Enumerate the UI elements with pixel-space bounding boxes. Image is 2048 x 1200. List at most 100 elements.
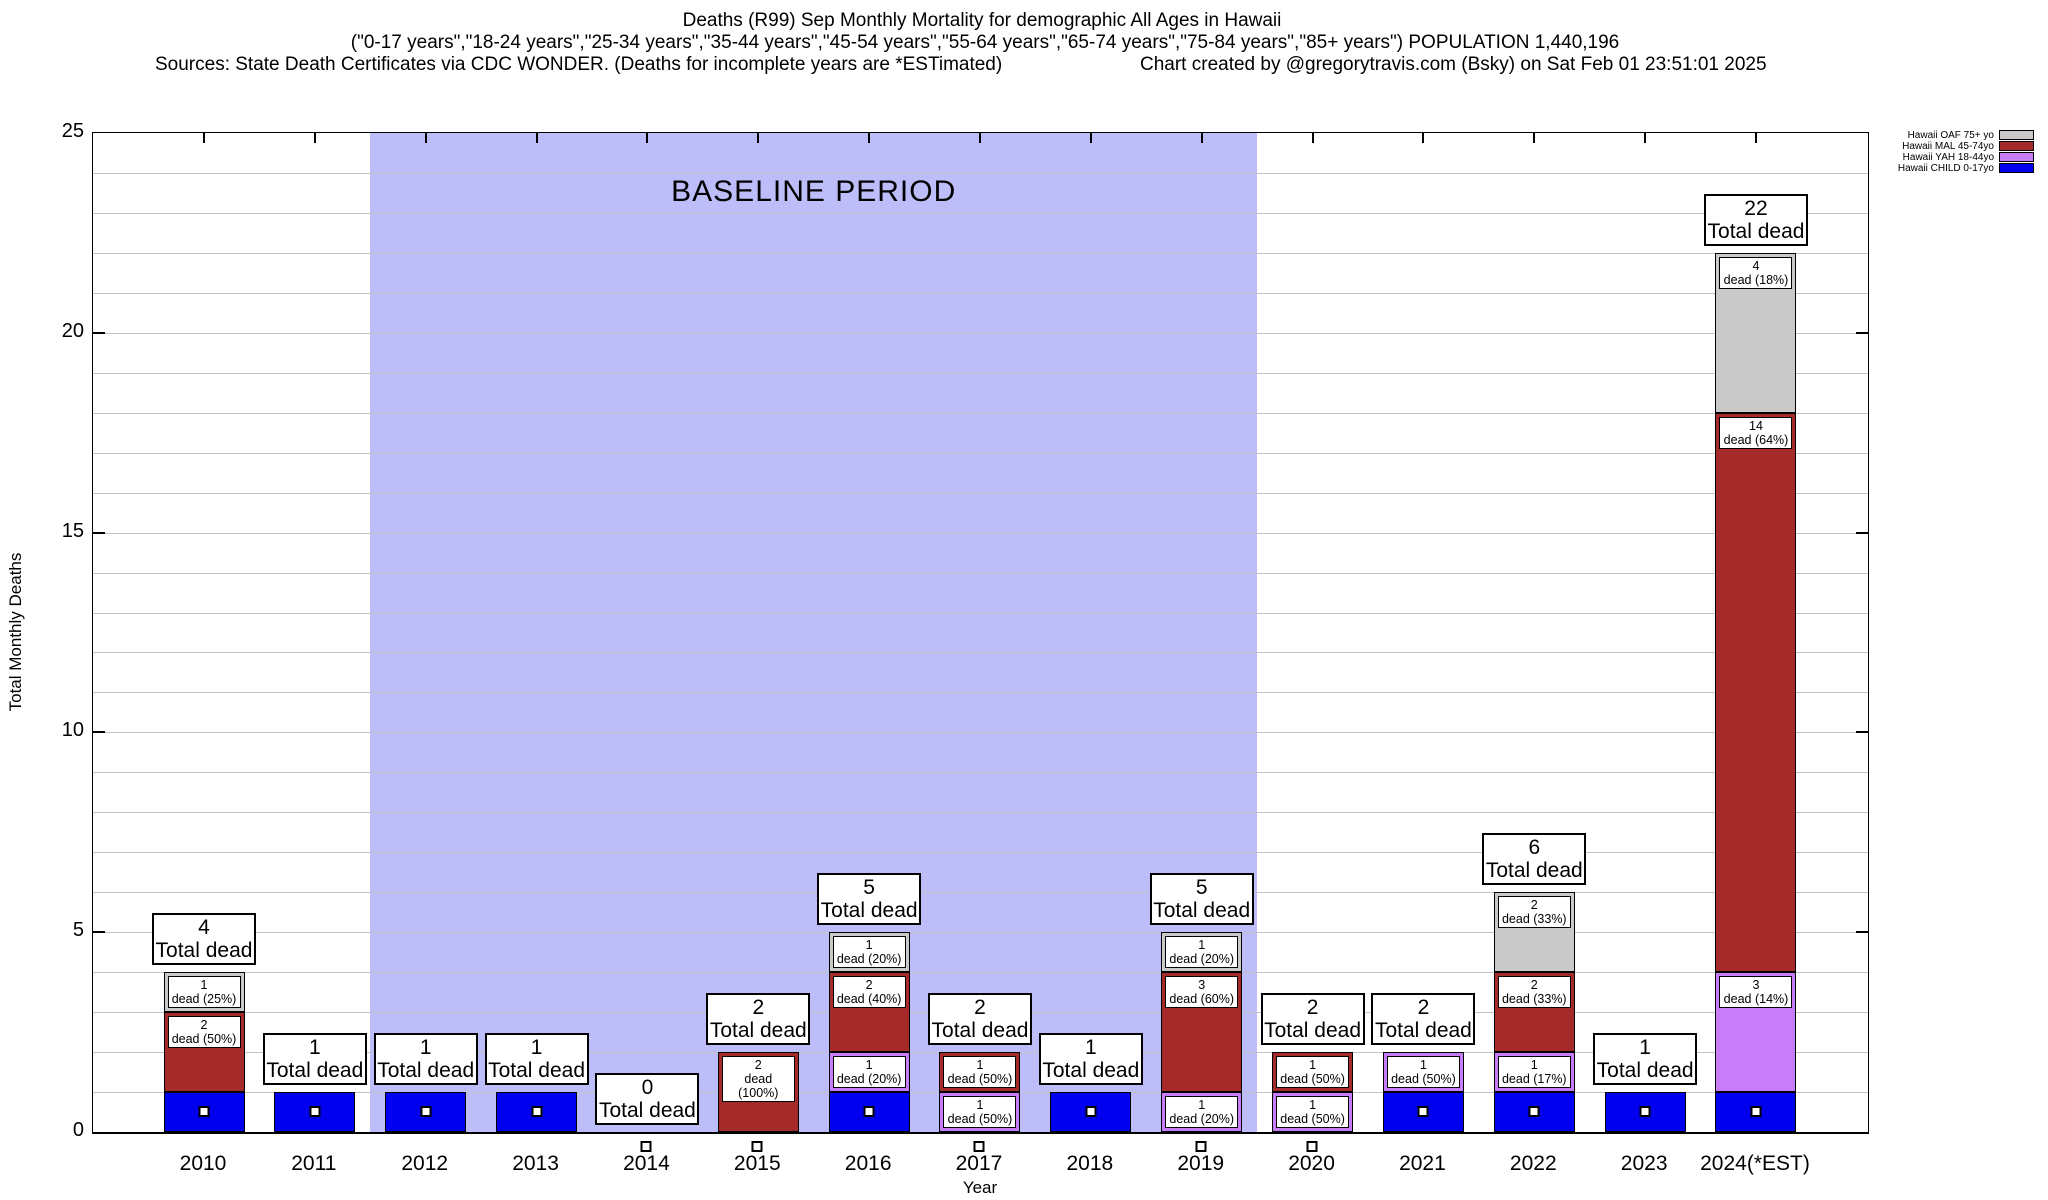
gridline <box>93 652 1868 654</box>
chart-sources-note: Sources: State Death Certificates via CD… <box>155 54 1003 75</box>
segment-label-line: dead (50%) <box>1280 1112 1345 1127</box>
child-series-marker <box>1306 1141 1318 1152</box>
segment-label: 1 dead (50%) <box>943 1096 1017 1129</box>
x-tick-label: 2021 <box>1399 1152 1446 1175</box>
child-series-marker <box>198 1106 210 1118</box>
x-tick-label: 2015 <box>733 1152 781 1175</box>
gridline <box>93 252 1868 254</box>
segment-label: 2 dead (50%) <box>167 1016 241 1049</box>
gridline <box>93 212 1868 214</box>
y-major-tick <box>93 931 105 934</box>
gridline <box>93 172 1868 174</box>
x-top-tick <box>1533 133 1536 143</box>
gridline <box>93 372 1868 374</box>
legend-label: Hawaii YAH 18-44yo <box>1902 151 1994 163</box>
gridline <box>93 892 1868 894</box>
y-axis-label: Total Monthly Deaths <box>6 552 25 712</box>
gridline <box>93 812 1868 814</box>
total-dead-label: 1 Total dead <box>1038 1033 1143 1086</box>
plot-area: BASELINE PERIOD 2 dead (50%) 1 dead (25%) 4 To… <box>92 132 1869 1134</box>
segment-label-line: 1 <box>865 1058 873 1073</box>
x-top-tick <box>1422 133 1425 143</box>
gridline <box>93 292 1868 294</box>
total-dead-line: Total dead <box>1153 899 1251 923</box>
segment-label-line: dead (50%) <box>171 1032 237 1047</box>
total-dead-line: 2 <box>1417 996 1430 1020</box>
total-dead-line: Total dead <box>1596 1059 1694 1083</box>
x-top-tick <box>646 133 649 143</box>
segment-label: 2 dead (40%) <box>832 976 906 1009</box>
total-dead-line: Total dead <box>488 1059 586 1083</box>
x-tick-label: 2020 <box>1288 1152 1335 1175</box>
total-dead-label: 0 Total dead <box>595 1073 700 1125</box>
bar-segment-OAF: 4 dead (18%) <box>1715 252 1797 413</box>
x-top-tick <box>868 133 871 143</box>
total-dead-label: 2 Total dead <box>927 993 1032 1046</box>
legend-swatch <box>1999 130 2034 140</box>
legend-row: Hawaii OAF 75+ yo <box>1898 130 2034 141</box>
bar-segment-MAL: 2 dead (40%) <box>828 972 910 1053</box>
x-top-tick <box>1311 133 1314 143</box>
total-dead-line: 5 <box>1195 876 1208 900</box>
x-tick-label: 2017 <box>955 1152 1003 1175</box>
child-series-marker <box>640 1141 652 1152</box>
child-series-marker <box>420 1106 432 1118</box>
gridline <box>93 412 1868 414</box>
x-top-tick <box>978 133 981 143</box>
bar-segment-OAF: 2 dead (33%) <box>1493 892 1575 973</box>
segment-label-line: 1 <box>1530 1058 1538 1073</box>
total-dead-line: Total dead <box>1264 1019 1362 1043</box>
segment-label-line: 2 <box>754 1058 762 1073</box>
segment-label-line: dead (50%) <box>1280 1072 1345 1087</box>
segment-label-line: 1 <box>1309 1058 1317 1073</box>
segment-label: 1 dead (50%) <box>1276 1096 1350 1129</box>
gridline <box>93 732 1868 734</box>
gridline <box>93 972 1868 974</box>
bar-segment-CHILD <box>1715 1092 1797 1132</box>
gridline <box>93 452 1868 454</box>
segment-label-line: dead (50%) <box>947 1112 1013 1127</box>
total-dead-line: 1 <box>1639 1036 1651 1060</box>
total-dead-line: Total dead <box>709 1019 807 1043</box>
total-dead-label: 1 Total dead <box>262 1033 367 1086</box>
segment-label-line: 4 <box>1752 258 1760 273</box>
child-series-marker <box>973 1141 985 1152</box>
x-tick-label: 2012 <box>401 1152 449 1175</box>
segment-label-line: dead (60%) <box>1169 992 1235 1007</box>
bar-segment-YAH: 3 dead (14%) <box>1715 972 1797 1093</box>
segment-label: 1 dead (20%) <box>832 1056 906 1089</box>
segment-label-line: 3 <box>1198 978 1206 993</box>
segment-label-line: 1 <box>865 938 873 953</box>
child-series-marker <box>1639 1106 1651 1118</box>
segment-label: 1 dead (50%) <box>1276 1056 1350 1089</box>
y-major-tick <box>93 531 105 534</box>
segment-label-line: dead (14%) <box>1723 992 1789 1007</box>
legend: Hawaii OAF 75+ yo Hawaii MAL 45-74yo Hawai… <box>1898 130 2034 174</box>
y-major-tick <box>1856 531 1868 534</box>
total-dead-line: Total dead <box>820 899 918 923</box>
legend-swatch <box>1999 163 2034 173</box>
x-top-tick <box>424 133 427 143</box>
bar-segment-OAF: 1 dead (20%) <box>1161 932 1243 973</box>
total-dead-label: 2 Total dead <box>1371 993 1476 1046</box>
total-dead-line: Total dead <box>155 939 253 963</box>
bar-segment-MAL: 2 dead (100%) <box>717 1052 799 1132</box>
segment-label-line: dead (25%) <box>171 992 237 1007</box>
x-tick-label: 2024(*EST) <box>1700 1152 1810 1175</box>
baseline-period-label: BASELINE PERIOD <box>671 175 957 208</box>
gridline <box>93 932 1868 934</box>
segment-label-line: dead (40%) <box>836 992 902 1007</box>
chart-subtitle-demographics: ("0-17 years","18-24 years","25-34 years… <box>350 32 1620 53</box>
segment-label-line: 14 <box>1749 418 1763 433</box>
segment-label: 1 dead (20%) <box>1165 936 1239 969</box>
segment-label: 1 dead (20%) <box>1165 1096 1239 1129</box>
segment-label-line: dead (33%) <box>1501 912 1567 927</box>
segment-label-line: dead (20%) <box>1169 1112 1235 1127</box>
y-tick-label: 5 <box>72 919 84 942</box>
x-tick-label: 2014 <box>623 1152 670 1175</box>
x-tick-label: 2018 <box>1066 1152 1114 1175</box>
child-series-marker <box>1417 1106 1429 1118</box>
total-dead-label: 1 Total dead <box>484 1033 589 1086</box>
x-tick-label: 2023 <box>1620 1152 1668 1175</box>
